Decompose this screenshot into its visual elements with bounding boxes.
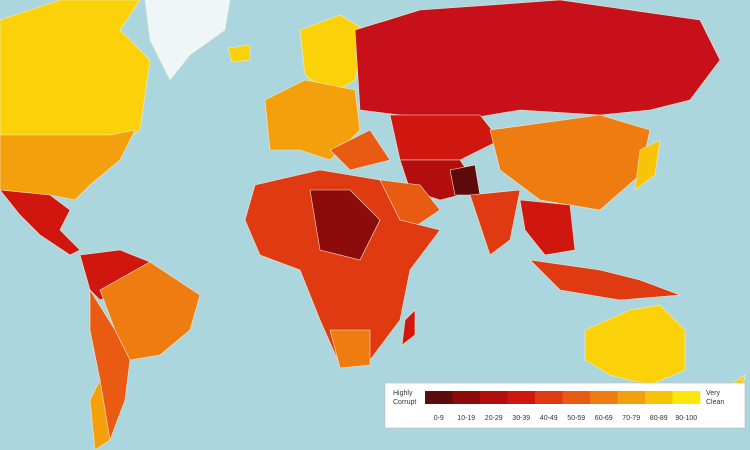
china	[489, 114, 651, 211]
legend-bin-label: 10-19	[457, 415, 475, 422]
legend-swatch	[617, 391, 646, 404]
greenland	[144, 0, 231, 81]
russia	[354, 0, 721, 121]
legend-bin-label: 0-9	[434, 415, 444, 422]
legend-bin-label: 50-59	[567, 415, 585, 422]
legend-swatch	[452, 391, 481, 404]
legend-low-label: Corrupt	[393, 399, 416, 406]
legend-bin-label: 70-79	[622, 415, 640, 422]
eastern-europe	[329, 129, 391, 171]
mexico	[0, 189, 81, 256]
afghanistan	[449, 164, 481, 196]
legend-swatch	[672, 391, 701, 404]
legend-box	[384, 382, 746, 429]
madagascar	[401, 309, 416, 346]
legend-swatch	[425, 391, 453, 404]
india	[469, 189, 521, 256]
legend-bin-label: 30-39	[512, 415, 530, 422]
central-asia	[389, 114, 501, 161]
legend-swatch	[645, 391, 673, 404]
legend-bin-label: 60-69	[595, 415, 613, 422]
legend: Highly Corrupt Very Clean 0-9 10-19 20-29 3…	[384, 382, 746, 429]
legend-high-label: Very	[706, 390, 721, 397]
africa	[244, 169, 441, 366]
legend-swatch	[480, 391, 508, 404]
southeast-asia	[519, 199, 576, 256]
sahel	[309, 189, 381, 261]
legend-swatch	[535, 391, 563, 404]
australia	[584, 304, 686, 386]
japan	[634, 139, 661, 191]
legend-bin-label: 90-100	[675, 415, 697, 422]
legend-swatch	[590, 391, 618, 404]
indonesia	[529, 259, 681, 301]
legend-bin-label: 20-29	[485, 415, 503, 422]
scandinavia	[299, 14, 366, 96]
legend-swatch	[562, 391, 591, 404]
legend-bin-label: 80-89	[650, 415, 668, 422]
chile	[89, 379, 111, 450]
legend-high-label: Clean	[706, 399, 724, 406]
legend-swatch	[507, 391, 536, 404]
south-africa	[329, 329, 371, 369]
iceland	[227, 44, 251, 63]
legend-bin-label: 40-49	[540, 415, 558, 422]
legend-low-label: Highly	[393, 390, 413, 397]
